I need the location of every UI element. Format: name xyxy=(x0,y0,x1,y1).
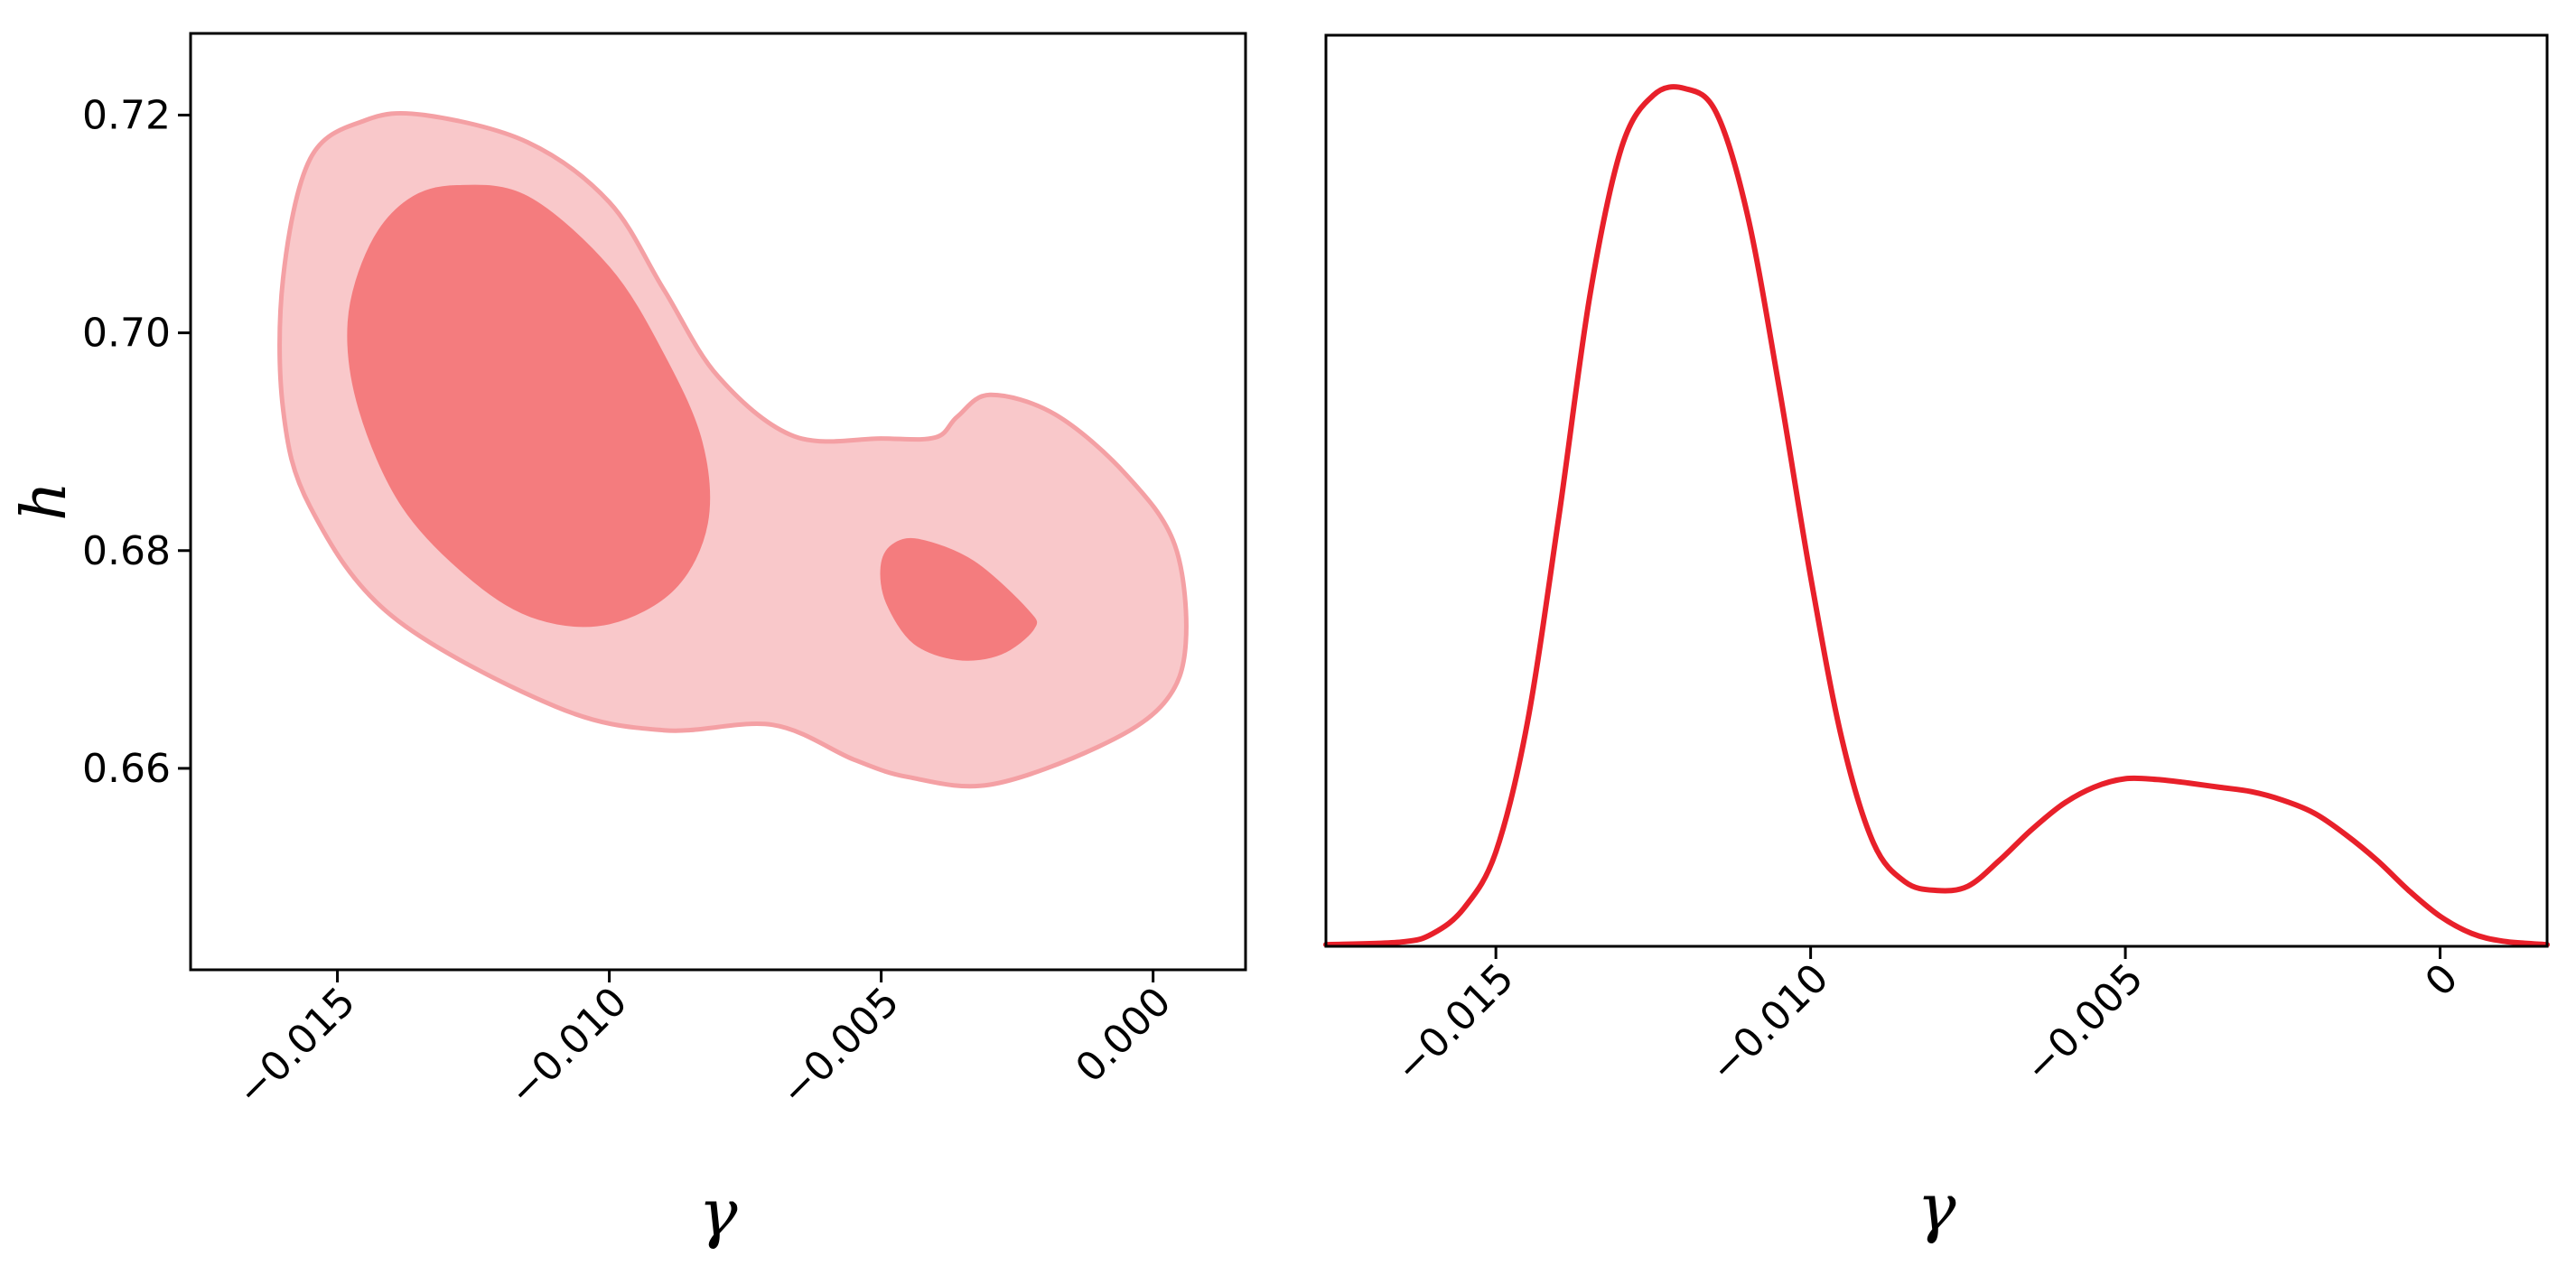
marginal-x-ticks: −0.015 −0.010 −0.005 0 xyxy=(1386,946,2467,1092)
marginal-axes-frame xyxy=(1324,33,2549,948)
contour-plot-area xyxy=(277,110,1189,789)
marginal-x-tick-label: 0 xyxy=(2416,955,2467,1006)
marginal-x-tick-label: −0.015 xyxy=(1386,955,1523,1092)
marginal-x-axis-label: γ xyxy=(1917,1169,1956,1245)
contour-y-tick-label: 0.70 xyxy=(82,311,171,357)
contour-y-axis-label: h xyxy=(9,481,80,521)
contour-x-tick-label: −0.005 xyxy=(771,979,908,1115)
contour-y-tick-label: 0.72 xyxy=(82,92,171,138)
marginal-plot-area xyxy=(1323,84,2550,948)
contour-y-tick-label: 0.66 xyxy=(82,746,171,792)
marginal-x-tick-label: −0.005 xyxy=(2016,955,2152,1092)
contour-x-tick-label: −0.015 xyxy=(228,979,364,1115)
contour-y-ticks: 0.66 0.68 0.70 0.72 xyxy=(82,92,191,792)
marginal-density-line-0 xyxy=(1323,84,2550,948)
marginal-panel: −0.015 −0.010 −0.005 0 γ xyxy=(1323,33,2550,1245)
contour-x-tick-label: 0.000 xyxy=(1067,979,1180,1092)
contour-axes-frame xyxy=(189,32,1247,972)
inner-contour-region-1 xyxy=(347,184,711,628)
contour-x-ticks: −0.015 −0.010 −0.005 0.000 xyxy=(228,970,1180,1115)
contour-panel: −0.015 −0.010 −0.005 0.000 0.66 0.68 0.70 0.72… xyxy=(9,32,1247,1251)
contour-x-axis-label: γ xyxy=(698,1175,738,1251)
inner-contour-region-2 xyxy=(880,537,1038,661)
marginal-x-tick-label: −0.010 xyxy=(1701,955,1837,1092)
contour-y-tick-label: 0.68 xyxy=(82,528,171,574)
contour-x-tick-label: −0.010 xyxy=(499,979,636,1115)
